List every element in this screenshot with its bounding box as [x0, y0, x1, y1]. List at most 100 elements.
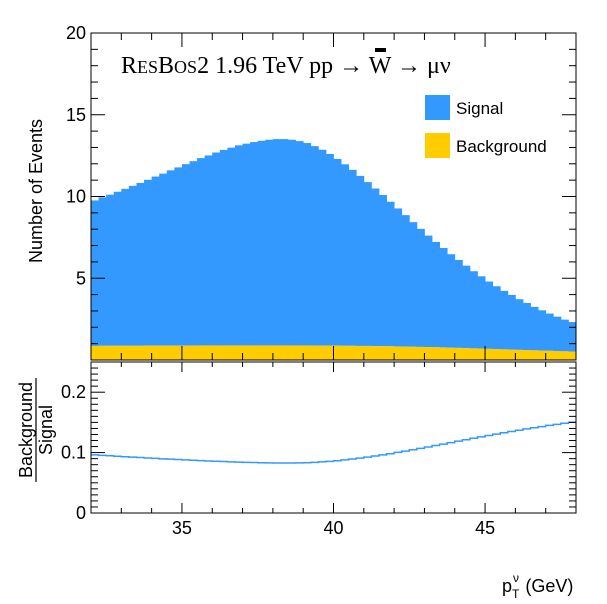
signal-bar	[424, 235, 433, 348]
ratio-axis-ticks	[90, 361, 577, 514]
signal-bar	[356, 175, 365, 346]
signal-bar	[515, 299, 524, 350]
signal-bar	[242, 143, 251, 346]
ratio-y-axis-title: Background Signal	[16, 378, 56, 482]
background-bar	[159, 345, 168, 360]
background-bar	[432, 347, 440, 360]
background-bar	[477, 348, 486, 360]
background-bar	[106, 345, 115, 360]
background-bar	[318, 345, 327, 360]
background-bar	[272, 345, 281, 360]
signal-bar	[568, 322, 577, 352]
signal-bar	[106, 194, 115, 346]
pbar-text: p	[321, 53, 333, 79]
background-bar	[545, 350, 554, 360]
signal-bar	[371, 188, 380, 347]
ratio-y-tick-label: 0	[76, 503, 86, 523]
ratio-x-tick-labels: 35 40 45	[172, 518, 495, 538]
background-bar	[91, 345, 99, 360]
signal-bar	[144, 179, 153, 346]
background-bar	[378, 346, 387, 360]
background-bar	[522, 350, 531, 360]
signal-bar	[265, 139, 274, 346]
signal-bar	[333, 158, 342, 346]
background-bar	[439, 347, 448, 360]
background-bar	[151, 345, 160, 360]
signal-bar	[492, 286, 501, 350]
signal-bar	[439, 248, 448, 348]
background-bar	[257, 345, 266, 360]
legend-label-signal: Signal	[456, 99, 503, 118]
background-bar	[98, 345, 107, 360]
signal-bar	[507, 294, 516, 350]
x-tick-label: 45	[475, 518, 495, 538]
background-bar	[295, 345, 304, 360]
ratio-frame	[90, 361, 577, 514]
legend-swatch-signal	[425, 95, 450, 120]
ratio-y-title-numerator: Background	[16, 382, 36, 478]
background-bar	[181, 345, 190, 360]
background-bar	[507, 349, 516, 360]
signal-bar	[151, 176, 160, 346]
signal-bar	[432, 241, 440, 348]
main-y-tick-label: 20	[66, 23, 86, 43]
signal-bar	[136, 182, 145, 346]
background-bar	[234, 345, 243, 360]
signal-bar	[325, 153, 334, 346]
background-bar	[121, 345, 130, 360]
signal-bar	[553, 316, 562, 351]
signal-bar	[128, 185, 137, 346]
signal-bar	[204, 155, 213, 346]
x-tick-label: 35	[172, 518, 192, 538]
signal-bar	[522, 302, 531, 351]
main-y-axis-title: Number of Events	[26, 119, 46, 263]
plot-title: RESBOS2 1.96 TeV pp → W → μν	[121, 53, 451, 79]
ratio-y-tick-label: 0.1	[61, 443, 86, 463]
background-bar	[492, 349, 501, 360]
background-bar	[341, 345, 350, 360]
signal-bar	[181, 164, 190, 346]
signal-bar	[348, 169, 357, 346]
background-bar	[166, 345, 175, 360]
signal-bar	[462, 265, 471, 349]
background-bar	[416, 346, 425, 360]
signal-bar	[234, 145, 243, 346]
ratio-y-title-denominator: Signal	[36, 405, 56, 455]
signal-bar	[447, 254, 456, 348]
signal-bar	[113, 191, 122, 346]
background-bar	[469, 348, 478, 360]
signal-bar	[227, 147, 236, 346]
signal-bar	[378, 195, 387, 347]
ratio-y-tick-label: 0.2	[61, 382, 86, 402]
main-y-tick-labels: 5 10 15 20	[66, 23, 86, 288]
x-tick-label: 40	[323, 518, 343, 538]
signal-bar	[303, 143, 312, 346]
background-bar	[288, 345, 297, 360]
signal-bar	[469, 271, 478, 349]
main-y-tick-label: 15	[66, 105, 86, 125]
signal-bar	[409, 222, 418, 347]
x-axis-title: pν T (GeV)	[502, 571, 573, 601]
background-bar	[371, 346, 380, 360]
background-bar	[303, 345, 312, 360]
background-bar	[485, 348, 494, 360]
background-bar	[227, 345, 236, 360]
signal-bar	[454, 259, 463, 348]
background-bar	[530, 350, 539, 360]
background-bar	[280, 345, 289, 360]
background-bar	[128, 345, 137, 360]
background-bar	[553, 351, 562, 360]
signal-bar	[174, 167, 183, 346]
background-bar	[189, 345, 198, 360]
signal-bar	[98, 197, 107, 346]
background-bar	[197, 345, 206, 360]
background-bar	[174, 345, 183, 360]
signal-bar	[394, 208, 403, 347]
signal-bar	[401, 215, 410, 347]
background-bar	[325, 345, 334, 360]
signal-bar	[538, 310, 547, 351]
background-bar	[386, 346, 395, 360]
background-bar	[333, 345, 342, 360]
signal-bar	[219, 149, 228, 346]
